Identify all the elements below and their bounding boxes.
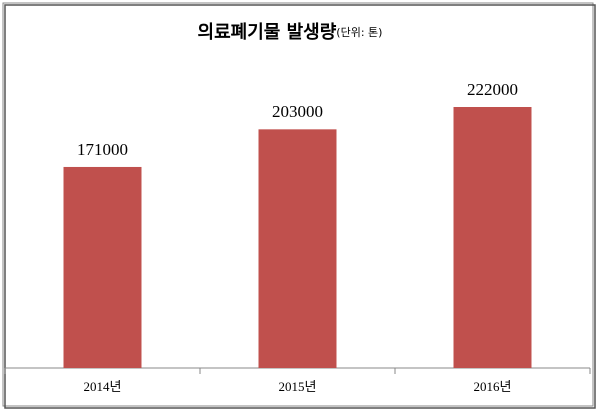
chart-title-group: 의료폐기물 발생량(단위: 톤) xyxy=(198,22,383,43)
x-tick-label: 2016년 xyxy=(474,379,512,394)
data-label: 222000 xyxy=(467,80,518,99)
chart-subtitle: (단위: 톤) xyxy=(336,26,382,39)
x-tick-label: 2015년 xyxy=(279,379,317,394)
data-label: 203000 xyxy=(272,102,323,121)
chart-frame-shadow xyxy=(4,4,596,409)
bar xyxy=(453,107,532,368)
bar xyxy=(258,129,337,368)
x-tick-label: 2014년 xyxy=(84,379,122,394)
data-label: 171000 xyxy=(77,140,128,159)
chart-title: 의료폐기물 발생량 xyxy=(198,22,337,43)
bar xyxy=(63,166,142,368)
